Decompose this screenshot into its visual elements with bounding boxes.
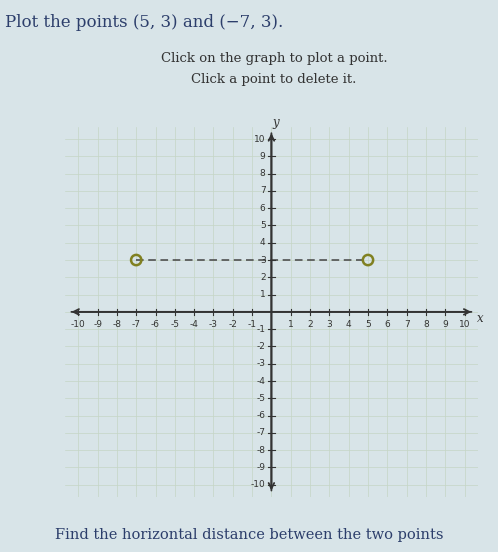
Text: -9: -9	[93, 320, 102, 328]
Text: -4: -4	[190, 320, 199, 328]
Text: 10: 10	[254, 135, 265, 144]
Text: Plot the points (5, 3) and (−7, 3).: Plot the points (5, 3) and (−7, 3).	[5, 14, 283, 31]
Text: 7: 7	[260, 187, 265, 195]
Text: 4: 4	[346, 320, 352, 328]
Text: 8: 8	[260, 169, 265, 178]
Text: -7: -7	[131, 320, 141, 328]
Text: 4: 4	[260, 238, 265, 247]
Text: -8: -8	[113, 320, 122, 328]
Text: -8: -8	[256, 445, 265, 455]
Point	[364, 256, 372, 264]
Text: -2: -2	[257, 342, 265, 351]
Text: Find the horizontal distance between the two points: Find the horizontal distance between the…	[55, 528, 443, 542]
Text: 2: 2	[260, 273, 265, 282]
Text: -9: -9	[256, 463, 265, 472]
Text: 5: 5	[260, 221, 265, 230]
Text: 6: 6	[260, 204, 265, 213]
Text: -5: -5	[170, 320, 179, 328]
Text: 9: 9	[260, 152, 265, 161]
Text: -7: -7	[256, 428, 265, 437]
Text: 3: 3	[260, 256, 265, 264]
Text: 2: 2	[307, 320, 313, 328]
Text: -2: -2	[229, 320, 237, 328]
Text: x: x	[477, 312, 484, 325]
Text: 8: 8	[423, 320, 429, 328]
Text: -10: -10	[251, 480, 265, 489]
Text: 10: 10	[459, 320, 470, 328]
Text: -3: -3	[209, 320, 218, 328]
Text: 5: 5	[365, 320, 371, 328]
Text: -4: -4	[257, 376, 265, 385]
Text: -6: -6	[256, 411, 265, 420]
Text: -1: -1	[256, 325, 265, 333]
Text: y: y	[273, 116, 279, 129]
Text: 6: 6	[384, 320, 390, 328]
Text: 1: 1	[260, 290, 265, 299]
Text: -5: -5	[256, 394, 265, 403]
Text: 3: 3	[327, 320, 332, 328]
Text: Click a point to delete it.: Click a point to delete it.	[191, 73, 357, 86]
Text: -10: -10	[71, 320, 86, 328]
Text: 9: 9	[442, 320, 448, 328]
Text: 7: 7	[404, 320, 409, 328]
Text: -1: -1	[248, 320, 256, 328]
Point	[132, 256, 140, 264]
Text: -6: -6	[151, 320, 160, 328]
Text: 1: 1	[288, 320, 294, 328]
Text: Click on the graph to plot a point.: Click on the graph to plot a point.	[160, 52, 387, 66]
Text: -3: -3	[256, 359, 265, 368]
